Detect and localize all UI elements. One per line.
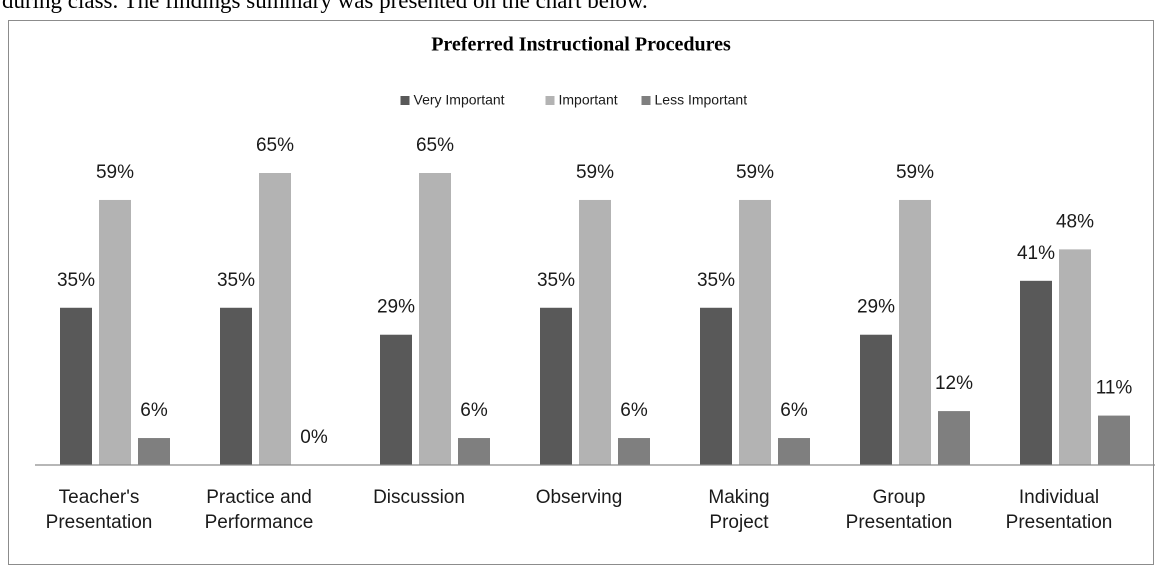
legend-swatch (400, 96, 410, 105)
bar (60, 307, 92, 465)
x-tick-label: Practice and Performance (204, 487, 314, 533)
legend-swatch (641, 96, 651, 105)
value-label: 59% (96, 162, 134, 183)
bar (99, 199, 131, 465)
bar (220, 307, 252, 465)
bar (1020, 280, 1052, 465)
value-label: 29% (377, 297, 415, 318)
value-label: 41% (1017, 243, 1055, 264)
value-label: 6% (140, 400, 168, 421)
x-tick-label: Observing (535, 487, 623, 508)
bar (138, 438, 170, 465)
bar (618, 438, 650, 465)
value-label: 0% (300, 427, 328, 448)
value-label: 35% (57, 270, 95, 291)
value-label: 59% (736, 162, 774, 183)
bar (458, 438, 490, 465)
bar (419, 173, 451, 465)
document-text: during class. The findings summary was p… (2, 0, 648, 13)
legend-label: Less Important (655, 92, 748, 108)
x-tick-label: Discussion (373, 487, 465, 508)
value-label: 6% (780, 400, 808, 421)
legend-label: Very Important (414, 92, 505, 108)
bar (540, 307, 572, 465)
value-label: 65% (416, 135, 454, 156)
legend-label: Important (559, 92, 618, 108)
value-label: 59% (576, 162, 614, 183)
value-label: 35% (217, 270, 255, 291)
bar (380, 334, 412, 465)
value-label: 65% (256, 135, 294, 156)
value-label: 6% (620, 400, 648, 421)
bar (739, 199, 771, 465)
bar (860, 334, 892, 465)
x-tick-label: Making Project (708, 487, 770, 533)
bar (1098, 415, 1130, 465)
bar (778, 438, 810, 465)
legend-swatch (545, 96, 555, 105)
value-label: 29% (857, 297, 895, 318)
x-tick-label: Individual Presentation (1005, 487, 1113, 533)
x-tick-label: Group Presentation (845, 487, 953, 533)
bar (938, 411, 970, 465)
value-label: 35% (537, 270, 575, 291)
bar (579, 199, 611, 465)
value-label: 59% (896, 162, 934, 183)
value-label: 48% (1056, 211, 1094, 232)
bar (700, 307, 732, 465)
value-label: 6% (460, 400, 488, 421)
bar (1059, 249, 1091, 465)
bar (259, 173, 291, 465)
x-tick-label: Teacher's Presentation (45, 487, 153, 533)
value-label: 12% (935, 373, 973, 394)
bar (899, 199, 931, 465)
chart-title: Preferred Instructional Procedures (431, 34, 731, 56)
value-label: 35% (697, 270, 735, 291)
value-label: 11% (1096, 378, 1133, 399)
